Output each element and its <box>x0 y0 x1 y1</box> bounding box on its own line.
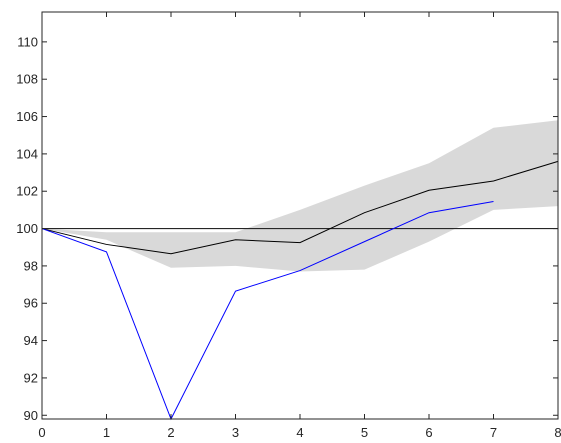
x-tick-label: 7 <box>490 425 497 440</box>
series-line-1 <box>41 160 559 255</box>
x-tick-label: 6 <box>425 425 432 440</box>
confidence-band <box>42 120 558 272</box>
y-tick-label: 102 <box>16 184 38 199</box>
y-tick-label: 106 <box>16 109 38 124</box>
x-tick-label: 2 <box>167 425 174 440</box>
y-tick-label: 94 <box>24 333 38 348</box>
y-tick-label: 90 <box>24 408 38 423</box>
y-tick-label: 92 <box>24 370 38 385</box>
x-tick-label: 8 <box>554 425 561 440</box>
x-tick-label: 4 <box>296 425 303 440</box>
x-tick-label: 3 <box>232 425 239 440</box>
x-tick-label: 0 <box>38 425 45 440</box>
series-line-2 <box>41 201 494 421</box>
y-tick-label: 96 <box>24 296 38 311</box>
series-layer <box>41 160 559 421</box>
y-tick-label: 110 <box>17 34 38 49</box>
x-tick-label: 1 <box>103 425 110 440</box>
y-tick-label: 100 <box>16 221 38 236</box>
x-tick-label: 5 <box>361 425 368 440</box>
x-axis-ticks: 0 1 2 3 4 5 6 7 8 <box>38 12 561 440</box>
y-tick-label: 108 <box>16 72 38 87</box>
confidence-band-layer <box>42 120 558 272</box>
y-tick-label: 104 <box>16 146 38 161</box>
y-tick-label: 98 <box>24 258 38 273</box>
y-axis-ticks: 90 92 94 96 98 100 102 104 106 108 110 <box>16 34 558 423</box>
